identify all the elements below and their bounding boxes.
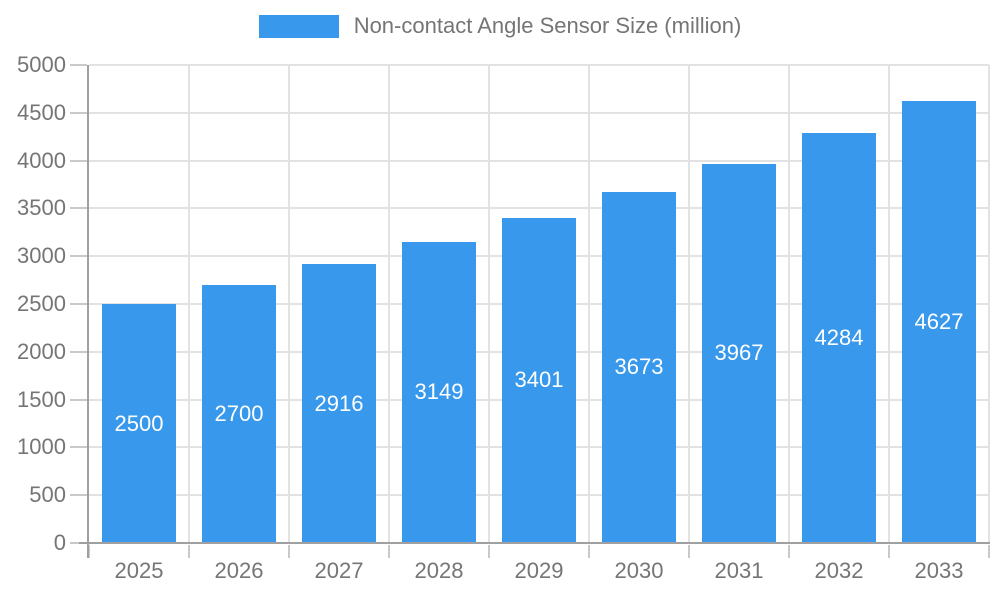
gridline-vertical (588, 65, 590, 543)
bar-2032[interactable]: 4284 (802, 133, 876, 543)
x-axis-tick-label: 2027 (314, 558, 364, 583)
x-axis-tick-label: 2029 (514, 558, 564, 583)
y-axis-tick-mark (70, 542, 87, 544)
y-axis-tick-label: 2000 (17, 338, 66, 364)
x-axis-tick-label: 2032 (814, 558, 864, 583)
gridline-vertical (788, 65, 790, 543)
y-axis-tick-mark (70, 255, 87, 258)
bar-2029[interactable]: 3401 (502, 217, 576, 543)
gridline-vertical (488, 65, 490, 543)
gridline-vertical (688, 65, 690, 543)
x-axis-line (79, 542, 990, 544)
x-axis-tick-mark (488, 545, 490, 558)
y-axis-tick-mark (70, 207, 87, 210)
y-axis-tick-mark (70, 159, 87, 162)
legend[interactable]: Non-contact Angle Sensor Size (million) (0, 14, 1000, 38)
bar-2030[interactable]: 3673 (602, 191, 676, 543)
y-axis-tick-label: 1000 (17, 434, 66, 460)
y-axis-tick-mark (70, 350, 87, 353)
bar-2033[interactable]: 4627 (902, 100, 976, 543)
y-axis-tick-label: 0 (53, 530, 66, 555)
y-axis-tick-mark (70, 494, 87, 497)
x-axis-tick-mark (188, 545, 190, 558)
x-axis-tick-label: 2033 (914, 558, 964, 583)
gridline-vertical (888, 65, 890, 543)
gridline-horizontal (89, 64, 989, 66)
x-axis-tick-label: 2031 (714, 558, 764, 583)
x-axis-tick-mark (288, 545, 290, 558)
x-axis-tick-label: 2030 (614, 558, 664, 583)
y-axis-tick-mark (70, 111, 87, 114)
x-axis-tick-mark (688, 545, 690, 558)
gridline-vertical (288, 65, 290, 543)
y-axis-tick-label: 4000 (17, 147, 66, 173)
y-axis-tick-mark (70, 446, 87, 449)
x-axis-tick-mark (388, 545, 390, 558)
gridline-vertical (988, 65, 990, 543)
gridline-horizontal (89, 111, 989, 114)
bar-value-label: 3401 (514, 367, 564, 393)
x-axis-tick-mark (788, 545, 790, 558)
y-axis-line (87, 65, 89, 558)
x-axis-tick-mark (588, 545, 590, 558)
y-axis-tick-mark (70, 64, 87, 66)
y-axis-tick-label: 500 (29, 482, 66, 508)
x-axis-tick-mark (888, 545, 890, 558)
y-axis-tick-mark (70, 398, 87, 401)
gridline-vertical (388, 65, 390, 543)
bar-value-label: 3149 (414, 379, 464, 405)
x-axis-tick-label: 2025 (114, 558, 164, 583)
bar-value-label: 2700 (214, 400, 264, 426)
x-axis-tick-mark (88, 545, 90, 558)
y-axis-tick-label: 5000 (17, 52, 66, 77)
y-axis-tick-label: 3000 (17, 243, 66, 269)
bar-2028[interactable]: 3149 (402, 241, 476, 543)
bar-value-label: 3967 (714, 340, 764, 366)
bar-value-label: 4627 (914, 308, 964, 334)
gridline-vertical (188, 65, 190, 543)
bar-value-label: 2500 (114, 410, 164, 436)
bar-value-label: 3673 (614, 354, 664, 380)
bar-2026[interactable]: 2700 (202, 284, 276, 543)
plot-area: 2500 2700 2916 3149 3401 3673 3967 4284 4627 (89, 64, 990, 543)
bar-2031[interactable]: 3967 (702, 163, 776, 543)
bar-2027[interactable]: 2916 (302, 264, 376, 543)
y-axis-tick-label: 4500 (17, 99, 66, 125)
y-axis-tick-mark (70, 303, 87, 305)
legend-label: Non-contact Angle Sensor Size (million) (353, 13, 742, 38)
x-axis-tick-label: 2028 (414, 558, 464, 583)
bar-value-label: 2916 (314, 390, 364, 416)
bar-value-label: 4284 (814, 325, 864, 351)
bar-2025[interactable]: 2500 (102, 304, 176, 543)
x-axis-tick-mark (988, 545, 990, 558)
y-axis-tick-label: 2500 (17, 291, 66, 316)
y-axis-tick-label: 3500 (17, 195, 66, 221)
y-axis-tick-label: 1500 (17, 386, 66, 412)
x-axis-tick-label: 2026 (214, 558, 264, 583)
legend-swatch (258, 14, 339, 38)
